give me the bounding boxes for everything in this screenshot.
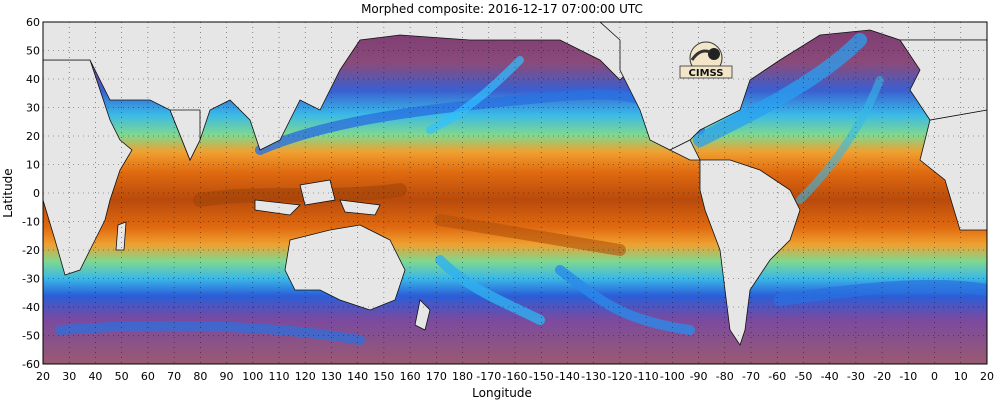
x-axis-label: Longitude xyxy=(472,386,532,400)
y-tick-label: -30 xyxy=(22,273,40,286)
svg-text:CIMSS: CIMSS xyxy=(689,68,724,79)
x-tick-label: -10 xyxy=(899,370,917,383)
y-tick-label: -10 xyxy=(22,216,40,229)
x-tick-label: 50 xyxy=(115,370,129,383)
y-tick-label: -20 xyxy=(22,244,40,257)
x-tick-label: 180 xyxy=(452,370,473,383)
y-tick-label: 40 xyxy=(26,73,40,86)
x-ticks: 20 30 40 50 60 70 80 90 100 110 120 130 140 150 160 170… xyxy=(36,370,994,383)
x-tick-label: -140 xyxy=(555,370,580,383)
x-tick-label: -30 xyxy=(847,370,865,383)
x-tick-label: -70 xyxy=(742,370,760,383)
x-tick-label: 90 xyxy=(220,370,234,383)
x-tick-label: -150 xyxy=(529,370,554,383)
x-tick-label: 60 xyxy=(141,370,155,383)
x-tick-label: -100 xyxy=(660,370,685,383)
map-frame xyxy=(42,21,988,365)
x-tick-label: 20 xyxy=(980,370,994,383)
south-america xyxy=(699,159,801,346)
x-tick-label: 70 xyxy=(167,370,181,383)
australia xyxy=(284,224,406,311)
x-tick-label: 130 xyxy=(321,370,342,383)
cimss-logo: CIMSS xyxy=(679,41,733,79)
europe-right xyxy=(899,39,987,121)
y-ticks: 60 50 40 30 20 10 0 -10 -20 -30 -40 -50 -60 xyxy=(22,16,40,371)
x-tick-label: 20 xyxy=(36,370,50,383)
x-tick-label: 40 xyxy=(88,370,102,383)
x-tick-label: 0 xyxy=(931,370,938,383)
x-tick-label: 30 xyxy=(62,370,76,383)
y-tick-label: 20 xyxy=(26,130,40,143)
x-tick-label: -50 xyxy=(794,370,812,383)
y-tick-label: 10 xyxy=(26,159,40,172)
x-tick-label: 80 xyxy=(193,370,207,383)
x-tick-label: 110 xyxy=(269,370,290,383)
x-tick-label: -130 xyxy=(581,370,606,383)
y-tick-label: 50 xyxy=(26,45,40,58)
x-tick-label: 100 xyxy=(242,370,263,383)
x-tick-label: 170 xyxy=(426,370,447,383)
x-tick-label: 140 xyxy=(347,370,368,383)
x-tick-label: -120 xyxy=(607,370,632,383)
x-tick-label: 120 xyxy=(295,370,316,383)
y-tick-label: 30 xyxy=(26,102,40,115)
x-tick-label: -110 xyxy=(634,370,659,383)
y-tick-label: -50 xyxy=(22,330,40,343)
x-tick-label: -40 xyxy=(821,370,839,383)
africa xyxy=(43,59,133,276)
africa-west xyxy=(919,109,987,231)
x-tick-label: 150 xyxy=(373,370,394,383)
new-zealand xyxy=(414,299,431,331)
graticule xyxy=(43,22,987,364)
x-tick-label: -170 xyxy=(476,370,501,383)
x-tick-label: -60 xyxy=(768,370,786,383)
x-tick-label: 160 xyxy=(400,370,421,383)
central-america xyxy=(669,139,701,161)
x-tick-label: 10 xyxy=(954,370,968,383)
x-tick-label: -80 xyxy=(716,370,734,383)
indonesia xyxy=(254,179,381,216)
x-tick-label: -20 xyxy=(873,370,891,383)
x-tick-label: -160 xyxy=(503,370,528,383)
map-title: Morphed composite: 2016-12-17 07:00:00 U… xyxy=(361,2,643,16)
x-tick-label: -90 xyxy=(690,370,708,383)
y-tick-label: 0 xyxy=(33,187,40,200)
y-tick-label: -40 xyxy=(22,301,40,314)
moisture-streaks xyxy=(55,33,987,345)
india xyxy=(169,109,201,161)
y-tick-label: -60 xyxy=(22,358,40,371)
y-tick-label: 60 xyxy=(26,16,40,29)
